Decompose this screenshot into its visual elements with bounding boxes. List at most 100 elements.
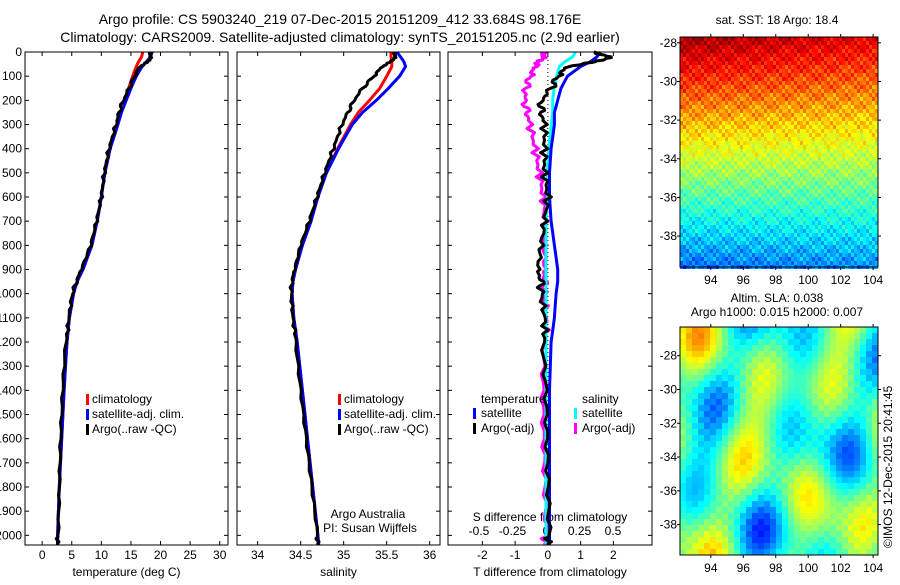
map-cell xyxy=(713,61,716,65)
map-cell xyxy=(689,105,692,109)
map-cell xyxy=(761,229,764,233)
map-cell xyxy=(842,429,848,435)
map-cell xyxy=(776,257,779,261)
map-cell xyxy=(851,113,854,117)
map-cell xyxy=(776,241,779,245)
map-cell xyxy=(806,369,812,375)
map-cell xyxy=(779,89,782,93)
map-cell xyxy=(716,101,719,105)
map-cell xyxy=(836,153,839,157)
map-cell xyxy=(704,369,710,375)
map-cell xyxy=(770,181,773,185)
map-cell xyxy=(698,109,701,113)
map-cell xyxy=(821,189,824,193)
x-tick-label: 10 xyxy=(95,548,109,562)
map-cell xyxy=(803,233,806,237)
map-cell xyxy=(806,423,812,429)
map-cell xyxy=(842,221,845,225)
map-cell xyxy=(731,125,734,129)
map-cell xyxy=(845,45,848,49)
map-cell xyxy=(740,375,746,381)
map-cell xyxy=(785,205,788,209)
map-cell xyxy=(689,221,692,225)
map-cell xyxy=(794,105,797,109)
map-cell xyxy=(704,261,707,265)
map-cell xyxy=(791,109,794,113)
map-cell xyxy=(749,145,752,149)
map-cell xyxy=(866,81,869,85)
map-cell xyxy=(824,225,827,229)
map-cell xyxy=(707,189,710,193)
map-cell xyxy=(710,447,716,453)
map-cell xyxy=(836,65,839,69)
map-cell xyxy=(848,153,851,157)
map-cell xyxy=(866,471,872,477)
map-cell xyxy=(836,145,839,149)
map-cell xyxy=(779,249,782,253)
map-cell xyxy=(839,81,842,85)
map-cell xyxy=(872,213,875,217)
map-cell xyxy=(845,217,848,221)
map-cell xyxy=(734,489,740,495)
map-cell xyxy=(758,197,761,201)
map-cell xyxy=(806,221,809,225)
map-cell xyxy=(755,253,758,257)
map-cell xyxy=(779,73,782,77)
map-cell xyxy=(731,249,734,253)
map-cell xyxy=(860,441,866,447)
map-cell xyxy=(746,177,749,181)
map-cell xyxy=(704,327,710,333)
map-cell xyxy=(797,97,800,101)
map-cell xyxy=(698,53,701,57)
map-cell xyxy=(728,113,731,117)
map-cell xyxy=(692,93,695,97)
map-cell xyxy=(773,81,776,85)
map-cell xyxy=(716,447,722,453)
map-cell xyxy=(803,121,806,125)
map-cell xyxy=(692,149,695,153)
map-cell xyxy=(716,483,722,489)
map-cell xyxy=(740,169,743,173)
map-cell xyxy=(800,221,803,225)
map-cell xyxy=(833,261,836,265)
map-cell xyxy=(686,393,692,399)
map-cell xyxy=(728,137,731,141)
map-cell xyxy=(683,221,686,225)
map-cell xyxy=(803,97,806,101)
map-cell xyxy=(695,129,698,133)
map-cell xyxy=(860,73,863,77)
map-cell xyxy=(737,65,740,69)
map-cell xyxy=(743,245,746,249)
map-cell xyxy=(857,189,860,193)
map-cell xyxy=(767,105,770,109)
map-cell xyxy=(746,441,752,447)
map-cell xyxy=(770,459,776,465)
map-cell xyxy=(749,93,752,97)
map-cell xyxy=(848,233,851,237)
map-cell xyxy=(761,77,764,81)
map-cell xyxy=(812,81,815,85)
map-cell xyxy=(821,141,824,145)
map-cell xyxy=(848,213,851,217)
map-cell xyxy=(683,77,686,81)
map-cell xyxy=(824,61,827,65)
map-cell xyxy=(743,261,746,265)
map-cell xyxy=(809,89,812,93)
map-cell xyxy=(767,49,770,53)
map-cell xyxy=(818,173,821,177)
map-cell xyxy=(695,185,698,189)
map-cell xyxy=(845,201,848,205)
map-cell xyxy=(722,381,728,387)
map-cell xyxy=(872,93,875,97)
map-cell xyxy=(746,93,749,97)
map-cell xyxy=(716,81,719,85)
map-cell xyxy=(812,197,815,201)
map-cell xyxy=(863,253,866,257)
map-cell xyxy=(854,327,860,333)
map-cell xyxy=(692,169,695,173)
map-cell xyxy=(815,229,818,233)
map-cell xyxy=(728,53,731,57)
map-cell xyxy=(818,57,821,61)
map-cell xyxy=(725,145,728,149)
map-cell xyxy=(728,483,734,489)
